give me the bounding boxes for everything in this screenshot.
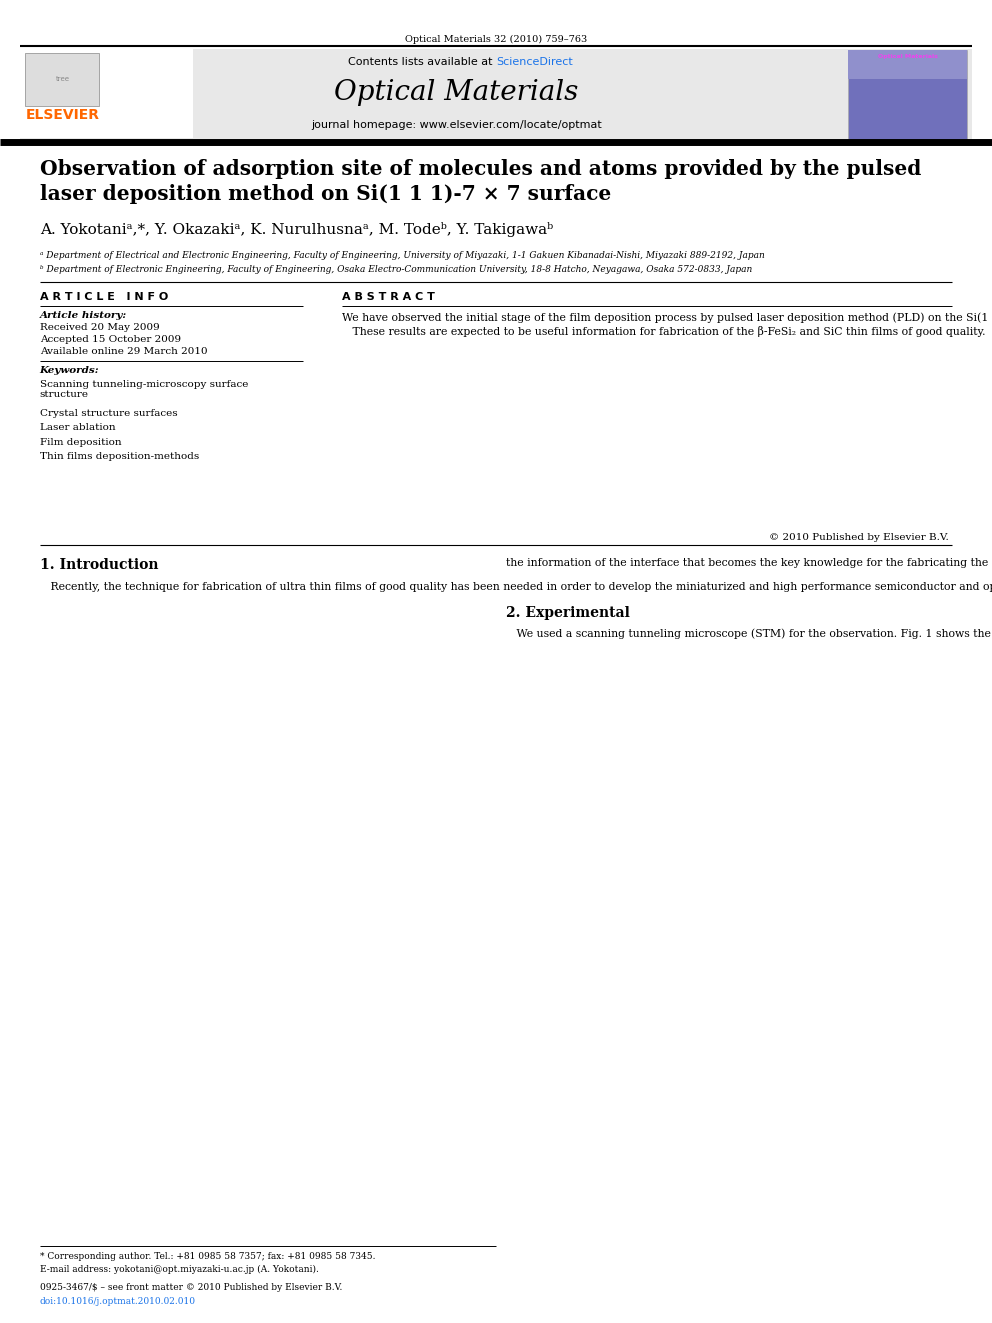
FancyBboxPatch shape xyxy=(25,53,99,106)
Text: Available online 29 March 2010: Available online 29 March 2010 xyxy=(40,347,207,356)
Text: journal homepage: www.elsevier.com/locate/optmat: journal homepage: www.elsevier.com/locat… xyxy=(310,120,602,131)
Text: Thin films deposition-methods: Thin films deposition-methods xyxy=(40,452,199,462)
Text: ScienceDirect: ScienceDirect xyxy=(496,57,572,67)
Text: Crystal structure surfaces: Crystal structure surfaces xyxy=(40,409,178,418)
Text: We have observed the initial stage of the film deposition process by pulsed lase: We have observed the initial stage of th… xyxy=(342,312,992,337)
Text: We used a scanning tunneling microscope (STM) for the observation. Fig. 1 shows : We used a scanning tunneling microscope … xyxy=(506,628,992,639)
Text: Film deposition: Film deposition xyxy=(40,438,121,447)
Text: ᵇ Department of Electronic Engineering, Faculty of Engineering, Osaka Electro-Co: ᵇ Department of Electronic Engineering, … xyxy=(40,265,752,274)
Text: Article history:: Article history: xyxy=(40,311,127,320)
Text: tree: tree xyxy=(56,77,69,82)
Text: A R T I C L E   I N F O: A R T I C L E I N F O xyxy=(40,292,168,303)
Text: ELSEVIER: ELSEVIER xyxy=(26,108,99,123)
FancyBboxPatch shape xyxy=(848,50,967,79)
Text: 0925-3467/$ – see front matter © 2010 Published by Elsevier B.V.: 0925-3467/$ – see front matter © 2010 Pu… xyxy=(40,1283,342,1293)
Text: Contents lists available at: Contents lists available at xyxy=(348,57,496,67)
Text: Laser ablation: Laser ablation xyxy=(40,423,115,433)
Text: 2. Experimental: 2. Experimental xyxy=(506,606,630,620)
FancyBboxPatch shape xyxy=(848,50,967,140)
Text: ᵃ Department of Electrical and Electronic Engineering, Faculty of Engineering, U: ᵃ Department of Electrical and Electroni… xyxy=(40,251,765,261)
Text: Optical Materials: Optical Materials xyxy=(334,79,578,106)
Text: Optical Materials 32 (2010) 759–763: Optical Materials 32 (2010) 759–763 xyxy=(405,34,587,44)
Text: Scanning tunneling-microscopy surface
structure: Scanning tunneling-microscopy surface st… xyxy=(40,380,248,400)
Text: Optical Materials: Optical Materials xyxy=(878,54,937,60)
Text: Keywords:: Keywords: xyxy=(40,366,99,376)
Text: Observation of adsorption site of molecules and atoms provided by the pulsed
las: Observation of adsorption site of molecu… xyxy=(40,159,921,204)
Text: © 2010 Published by Elsevier B.V.: © 2010 Published by Elsevier B.V. xyxy=(769,533,948,542)
FancyBboxPatch shape xyxy=(20,49,972,139)
FancyBboxPatch shape xyxy=(20,48,193,138)
Text: E-mail address: yokotani@opt.miyazaki-u.ac.jp (A. Yokotani).: E-mail address: yokotani@opt.miyazaki-u.… xyxy=(40,1265,318,1274)
Text: Received 20 May 2009: Received 20 May 2009 xyxy=(40,323,160,332)
Text: 1. Introduction: 1. Introduction xyxy=(40,558,158,573)
Text: * Corresponding author. Tel.: +81 0985 58 7357; fax: +81 0985 58 7345.: * Corresponding author. Tel.: +81 0985 5… xyxy=(40,1252,375,1261)
Text: doi:10.1016/j.optmat.2010.02.010: doi:10.1016/j.optmat.2010.02.010 xyxy=(40,1297,195,1306)
Text: A B S T R A C T: A B S T R A C T xyxy=(342,292,435,303)
Text: the information of the interface that becomes the key knowledge for the fabricat: the information of the interface that be… xyxy=(506,558,992,569)
Text: Recently, the technique for fabrication of ultra thin films of good quality has : Recently, the technique for fabrication … xyxy=(40,581,992,591)
Text: A. Yokotaniᵃ,*, Y. Okazakiᵃ, K. Nurulhusnaᵃ, M. Todeᵇ, Y. Takigawaᵇ: A. Yokotaniᵃ,*, Y. Okazakiᵃ, K. Nurulhus… xyxy=(40,222,553,237)
Text: Accepted 15 October 2009: Accepted 15 October 2009 xyxy=(40,335,181,344)
